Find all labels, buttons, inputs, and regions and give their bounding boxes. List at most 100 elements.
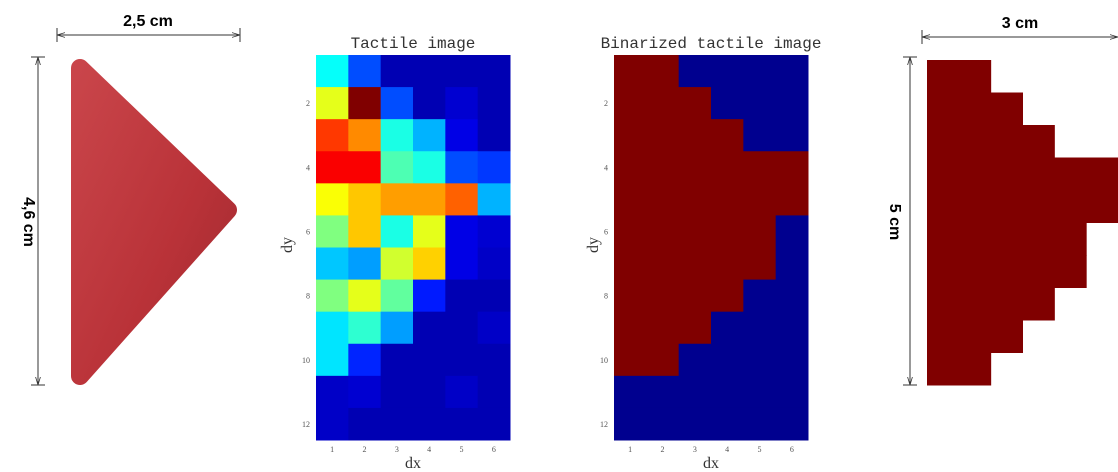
cell [646,87,679,120]
cell [413,119,446,152]
y-tick-label: 10 [302,356,310,365]
cell [445,151,478,184]
cell [711,119,744,152]
cell [679,215,712,248]
shape-outline [927,60,1118,386]
x-tick-label: 5 [758,445,762,454]
cell [348,280,381,313]
cell [679,151,712,184]
cell [711,87,744,120]
cell [614,376,647,409]
cell [478,344,511,377]
cell [743,55,776,88]
cell [348,312,381,345]
cell [614,248,647,281]
cell [348,119,381,152]
cell [413,344,446,377]
shape-cell [991,93,1023,126]
y-axis-label: dy [585,237,602,253]
cell [614,215,647,248]
shape-cell [927,190,959,223]
cell [711,151,744,184]
cell [478,119,511,152]
cell [646,151,679,184]
cell [413,151,446,184]
cell [478,151,511,184]
cell [711,312,744,345]
cell [646,376,679,409]
cell [316,151,349,184]
shape-cell [1054,190,1086,223]
shape-cell [1023,255,1055,288]
cell [413,248,446,281]
cell [478,408,511,441]
cell [381,312,414,345]
cell [381,408,414,441]
cell [776,280,809,313]
x-tick-label: 3 [693,445,697,454]
shape-cell [927,93,959,126]
x-tick-label: 3 [395,445,399,454]
cell [776,408,809,441]
cell [445,408,478,441]
shape-cell [927,158,959,191]
shape-cell [1023,125,1055,158]
cell [381,248,414,281]
cell [381,376,414,409]
y-tick-label: 4 [604,163,608,172]
cell [646,408,679,441]
cell [776,248,809,281]
panel-title: Binarized tactile image [601,35,822,53]
shape-cell [959,125,991,158]
shape-cell [959,190,991,223]
x-tick-label: 5 [460,445,464,454]
cell [348,248,381,281]
cell [614,183,647,216]
cell [381,119,414,152]
cell [679,55,712,88]
cell [614,280,647,313]
cell [316,183,349,216]
cell [646,119,679,152]
shape-cell [959,223,991,256]
cell [776,344,809,377]
cell [478,376,511,409]
cell [348,344,381,377]
shape-cell [959,320,991,353]
cell [413,183,446,216]
shape-cell [1023,190,1055,223]
shape-cell [991,158,1023,191]
cell [776,183,809,216]
shape-cell [1023,223,1055,256]
cell [316,248,349,281]
shape-cell [927,60,959,93]
cell [445,55,478,88]
width-label: 2,5 cm [123,13,173,30]
object-photo [80,68,228,376]
cell [478,280,511,313]
cell [743,215,776,248]
cell [348,215,381,248]
cell [445,344,478,377]
shape-cell [1054,158,1086,191]
y-tick-label: 6 [604,227,608,236]
cell [381,215,414,248]
shape-cell [927,288,959,321]
cell [316,376,349,409]
cell [445,248,478,281]
cell [743,87,776,120]
cell [316,344,349,377]
shape-cell [991,125,1023,158]
shape-cell [959,288,991,321]
cell [776,376,809,409]
shape-cell [991,320,1023,353]
cell [413,280,446,313]
cell [711,408,744,441]
cell [413,87,446,120]
cell [348,376,381,409]
x-axis-label: dx [703,455,719,472]
cell [679,376,712,409]
cell [348,87,381,120]
cell [381,344,414,377]
cell [679,119,712,152]
